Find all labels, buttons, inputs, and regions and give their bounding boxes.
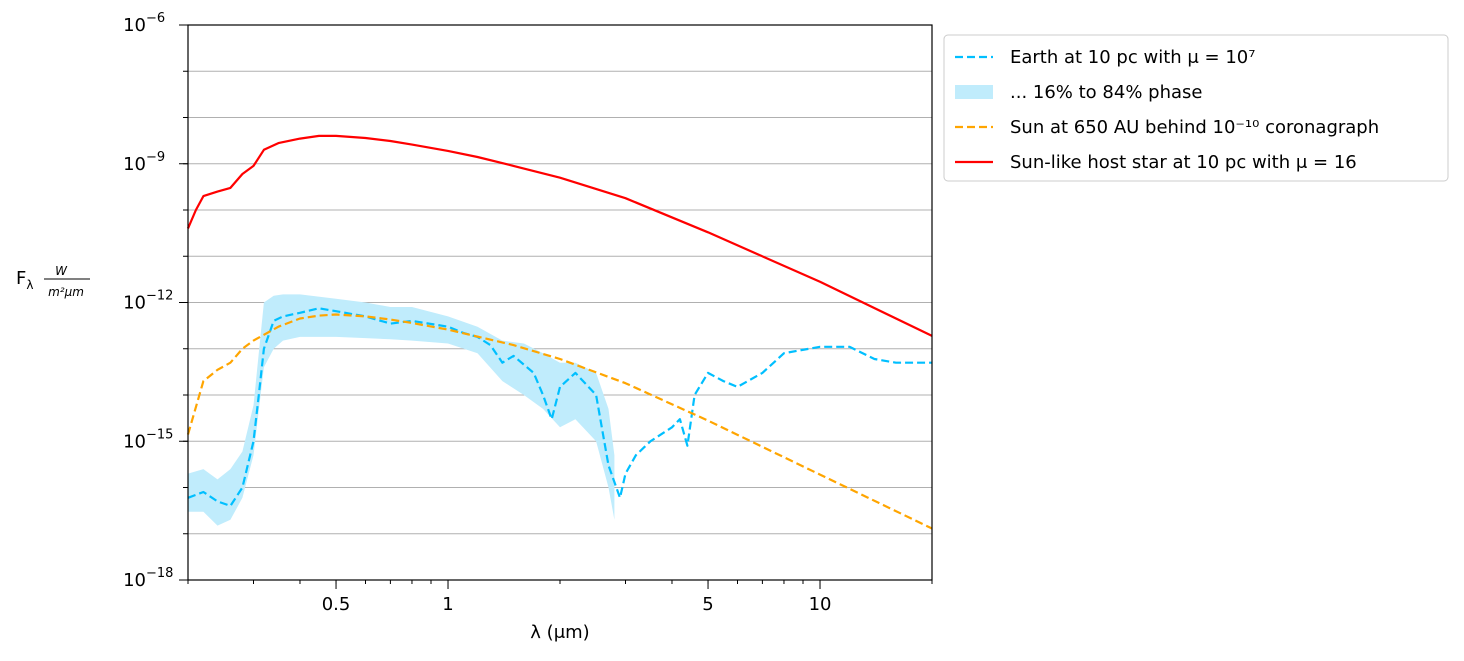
x-axis-label: λ (μm) xyxy=(530,622,589,643)
legend-label: Earth at 10 pc with μ = 10⁷ xyxy=(1010,47,1255,68)
x-tick-label: 5 xyxy=(702,594,713,615)
sun-coronagraph-line xyxy=(186,313,933,530)
x-tick-label: 0.5 xyxy=(322,594,351,615)
phase-band xyxy=(188,294,615,526)
legend-swatch-band xyxy=(955,85,993,99)
y-tick-label: 10−9 xyxy=(123,150,165,175)
legend-frame xyxy=(943,34,1449,182)
x-tick-label: 1 xyxy=(442,594,453,615)
y-tick-exponent: −18 xyxy=(146,566,173,581)
legend-label: Sun-like host star at 10 pc with μ = 16 xyxy=(1010,152,1357,173)
legend-label: ... 16% to 84% phase xyxy=(1010,82,1202,103)
host-star-line xyxy=(186,134,933,337)
y-tick-exponent: −15 xyxy=(146,427,173,442)
series-lines xyxy=(186,134,933,530)
earth-line xyxy=(187,307,932,507)
y-tick-exponent: −12 xyxy=(146,289,173,304)
y-axis-label: Fλ W m²μm xyxy=(16,264,90,299)
y-tick-label: 10−15 xyxy=(123,427,173,452)
svg-text:W: W xyxy=(55,264,68,278)
y-axis-ticks: 10−18 10−15 10−12 10−9 10−6 xyxy=(123,11,188,591)
x-tick-label: 10 xyxy=(809,594,832,615)
phase-band-layer xyxy=(188,294,615,526)
svg-text:Fλ: Fλ xyxy=(16,268,33,292)
y-tick-label: 10−6 xyxy=(123,11,165,36)
y-tick-exponent: −9 xyxy=(146,150,165,165)
x-axis-ticks: 0.5 1 5 10 xyxy=(187,580,933,615)
y-tick-label: 10−12 xyxy=(123,289,173,314)
svg-text:m²μm: m²μm xyxy=(48,285,84,299)
legend-label: Sun at 650 AU behind 10⁻¹⁰ coronagraph xyxy=(1010,117,1379,138)
legend: Earth at 10 pc with μ = 10⁷ ... 16% to 84… xyxy=(943,34,1449,182)
y-tick-label: 10−18 xyxy=(123,566,173,591)
y-tick-exponent: −6 xyxy=(146,11,165,26)
